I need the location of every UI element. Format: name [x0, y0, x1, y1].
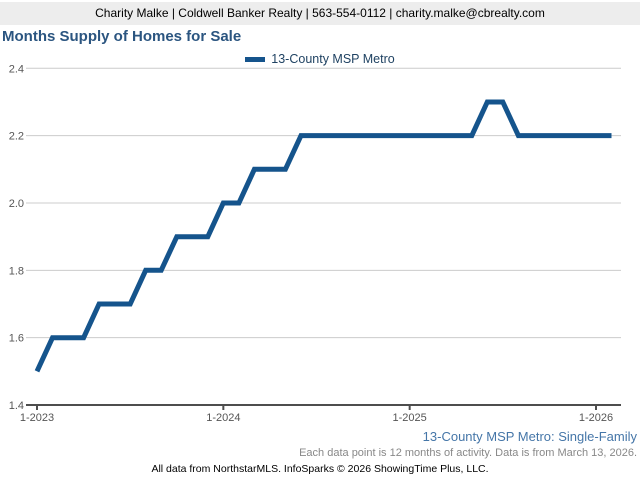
y-axis-tick-label: 2.2 — [9, 131, 24, 143]
x-axis-tick-label: 1-2023 — [20, 412, 54, 424]
page-title: Months Supply of Homes for Sale — [2, 28, 242, 45]
y-axis-tick-label: 2.4 — [9, 63, 24, 75]
x-axis-tick-label: 1-2024 — [206, 412, 240, 424]
y-axis-tick-label: 1.6 — [9, 333, 24, 345]
y-axis-tick-label: 2.0 — [9, 198, 24, 210]
legend-label: 13-County MSP Metro — [271, 52, 395, 66]
legend-line-swatch-icon — [245, 56, 266, 62]
y-axis-tick-label: 1.8 — [9, 265, 24, 277]
attribution-note: All data from NorthstarMLS. InfoSparks ©… — [151, 463, 489, 475]
series-property-type-note: 13-County MSP Metro: Single-Family — [422, 429, 637, 444]
data-freshness-note: Each data point is 12 months of activity… — [299, 447, 637, 459]
chart-legend: 13-County MSP Metro — [0, 51, 640, 67]
y-axis-tick-label: 1.4 — [9, 400, 24, 412]
legend-item-msp-metro[interactable]: 13-County MSP Metro — [245, 52, 395, 66]
header-contact-bar: Charity Malke | Coldwell Banker Realty |… — [0, 2, 640, 25]
x-axis-tick-label: 1-2025 — [393, 412, 427, 424]
x-axis-tick-label: 1-2026 — [579, 412, 613, 424]
series-line-msp-metro — [34, 99, 612, 373]
header-contact-text: Charity Malke | Coldwell Banker Realty |… — [95, 6, 545, 20]
